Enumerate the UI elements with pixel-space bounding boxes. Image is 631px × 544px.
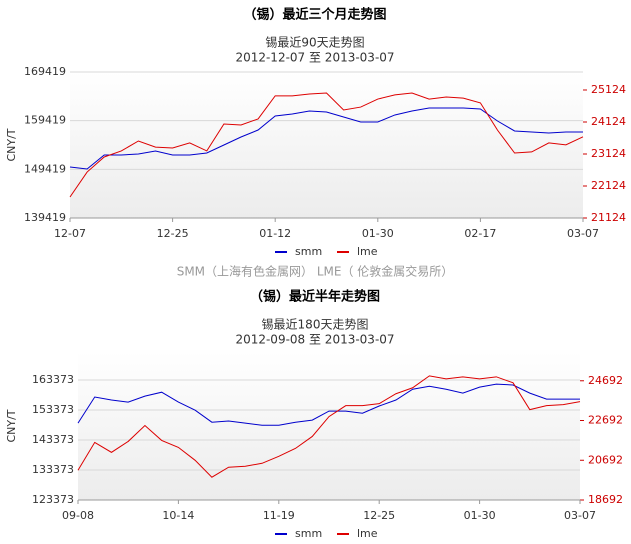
y2-tick-label: 24692 [588,374,623,387]
series-line [77,375,581,478]
chart-title: （锡）最近半年走势图 [250,289,380,305]
x-tick-label: 10-14 [162,509,194,522]
chart-subtitle: 锡最近180天走势图 [262,317,369,332]
x-tick-label: 03-07 [564,509,596,522]
chart-title: （锡）最近三个月走势图 [243,7,386,23]
y-tick-label: 159419 [24,114,66,127]
y-axis-label: CNY/T [5,409,18,442]
y-tick-label: 133373 [32,463,74,476]
y-tick-label: 139419 [24,211,66,224]
series-line [69,107,583,170]
y-axis-label: CNY/T [5,128,18,161]
series-line [77,383,580,426]
y-tick-label: 143373 [32,433,74,446]
legend-label: smm [295,245,322,258]
y2-tick-label: 25124 [591,83,626,96]
series-line [69,92,584,198]
y2-tick-label: 22124 [591,179,626,192]
x-tick-label: 12-25 [363,509,395,522]
x-tick-label: 01-30 [362,227,394,240]
y2-tick-label: 18692 [588,493,623,506]
y-tick-label: 169419 [24,65,66,78]
x-tick-label: 01-30 [464,509,496,522]
x-tick-label: 01-12 [259,227,291,240]
x-tick-label: 02-17 [464,227,496,240]
plot-area [70,72,583,218]
y2-tick-label: 23124 [591,147,626,160]
legend-label: smm [295,527,322,540]
y2-tick-label: 20692 [588,453,623,466]
chart-subtitle: 锡最近90天走势图 [265,35,364,50]
source-note: SMM（上海有色金属网） LME（ 伦敦金属交易所） [177,264,454,279]
y-tick-label: 153373 [32,403,74,416]
y-tick-label: 123373 [32,493,74,506]
plot-area [78,352,580,500]
x-tick-label: 12-25 [157,227,189,240]
x-tick-label: 12-07 [54,227,86,240]
y2-tick-label: 24124 [591,115,626,128]
y-tick-label: 149419 [24,162,66,175]
x-tick-label: 03-07 [567,227,599,240]
legend-label: lme [357,527,378,540]
x-tick-label: 11-19 [263,509,295,522]
x-tick-label: 09-08 [62,509,94,522]
legend-label: lme [357,245,378,258]
y-tick-label: 163373 [32,373,74,386]
y2-tick-label: 21124 [591,211,626,224]
y2-tick-label: 22692 [588,414,623,427]
date-range: 2012-09-08 至 2013-03-07 [235,333,394,347]
date-range: 2012-12-07 至 2013-03-07 [235,51,394,65]
